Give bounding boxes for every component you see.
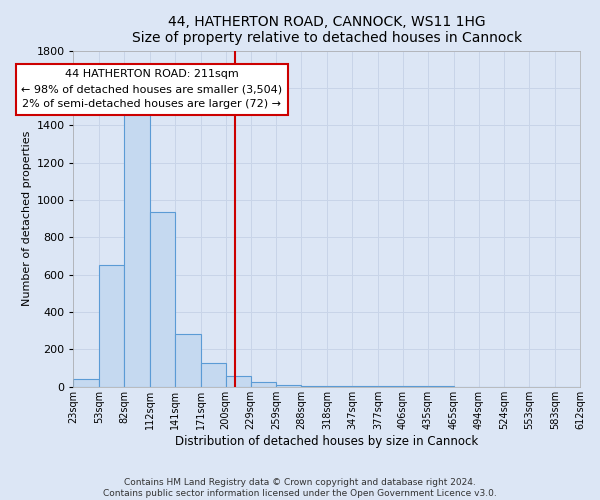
Bar bbox=[201, 362, 226, 387]
Bar bbox=[99, 266, 124, 387]
Bar bbox=[301, 386, 327, 387]
Bar bbox=[175, 334, 201, 387]
Title: 44, HATHERTON ROAD, CANNOCK, WS11 1HG
Size of property relative to detached hous: 44, HATHERTON ROAD, CANNOCK, WS11 1HG Si… bbox=[131, 15, 522, 45]
Bar bbox=[251, 382, 277, 387]
Bar bbox=[150, 212, 175, 387]
Bar bbox=[327, 386, 352, 387]
X-axis label: Distribution of detached houses by size in Cannock: Distribution of detached houses by size … bbox=[175, 434, 478, 448]
Text: 44 HATHERTON ROAD: 211sqm
← 98% of detached houses are smaller (3,504)
2% of sem: 44 HATHERTON ROAD: 211sqm ← 98% of detac… bbox=[22, 70, 283, 109]
Bar bbox=[73, 380, 99, 387]
Text: Contains HM Land Registry data © Crown copyright and database right 2024.
Contai: Contains HM Land Registry data © Crown c… bbox=[103, 478, 497, 498]
Bar bbox=[277, 385, 301, 387]
Bar bbox=[124, 114, 150, 387]
Bar bbox=[226, 376, 251, 387]
Y-axis label: Number of detached properties: Number of detached properties bbox=[22, 131, 32, 306]
